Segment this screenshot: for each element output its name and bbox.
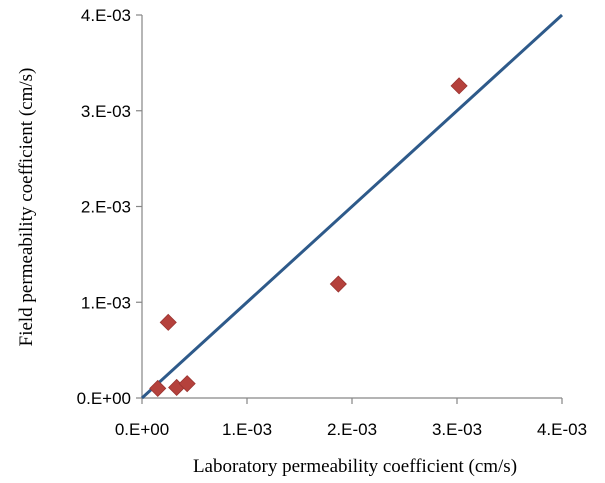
y-tick-label: 2.E-03 bbox=[81, 198, 131, 217]
y-tick-label: 0.E+00 bbox=[77, 389, 131, 408]
x-tick-label: 4.E-03 bbox=[537, 420, 587, 439]
x-tick-label: 2.E-03 bbox=[327, 420, 377, 439]
y-axis-ticks: 0.E+00 1.E-03 2.E-03 3.E-03 4.E-03 bbox=[77, 6, 142, 408]
y-tick-label: 4.E-03 bbox=[81, 6, 131, 25]
x-tick-label: 1.E-03 bbox=[222, 420, 272, 439]
reference-line-group bbox=[140, 13, 564, 400]
y-tick-label: 1.E-03 bbox=[81, 293, 131, 312]
x-tick-label: 0.E+00 bbox=[115, 420, 169, 439]
x-axis-title: Laboratory permeability coefficient (cm/… bbox=[193, 456, 517, 477]
data-point bbox=[178, 375, 196, 393]
data-points bbox=[149, 77, 468, 397]
x-tick-label: 3.E-03 bbox=[432, 420, 482, 439]
x-axis-ticks: 0.E+00 1.E-03 2.E-03 3.E-03 4.E-03 bbox=[115, 398, 587, 439]
data-point bbox=[450, 77, 468, 95]
data-point bbox=[149, 379, 167, 397]
data-point bbox=[159, 313, 177, 331]
y-tick-label: 3.E-03 bbox=[81, 102, 131, 121]
y-axis-title: Field permeability coefficient (cm/s) bbox=[16, 68, 37, 347]
reference-line bbox=[140, 13, 564, 400]
data-point bbox=[329, 275, 347, 293]
